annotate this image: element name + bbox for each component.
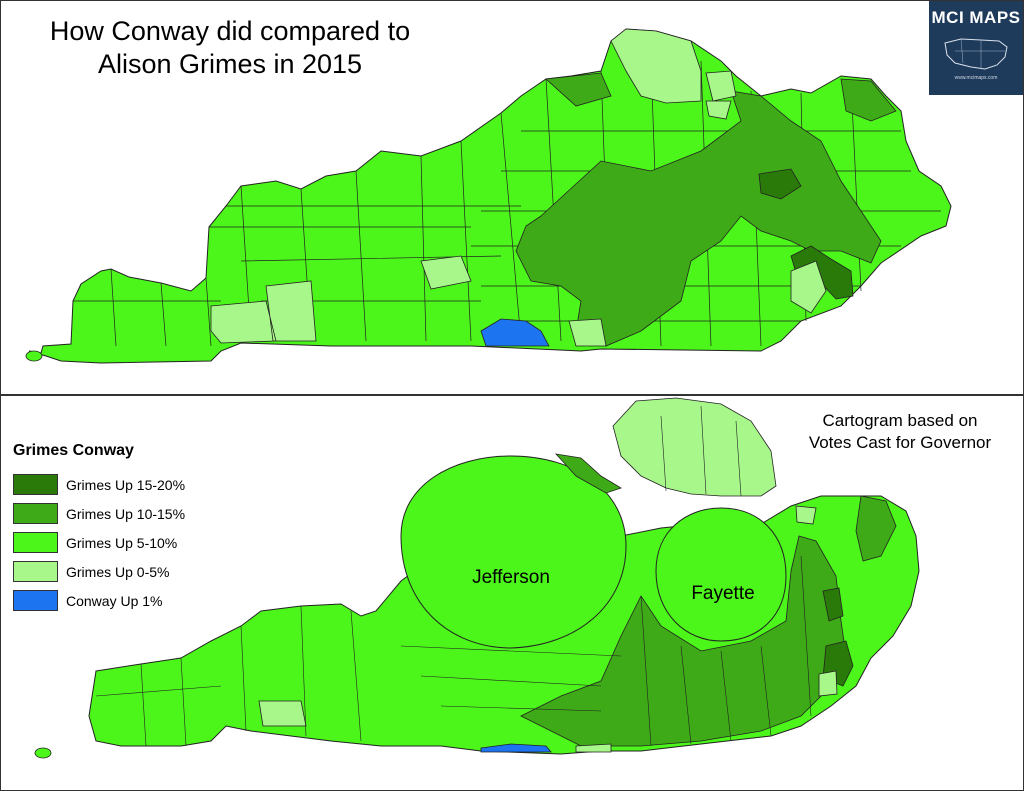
legend-item: Grimes Up 10-15%	[13, 499, 185, 528]
legend-label: Grimes Up 0-5%	[66, 563, 170, 580]
legend-title: Grimes Conway	[13, 442, 134, 459]
geographic-map-panel: How Conway did compared to Alison Grimes …	[0, 0, 1024, 395]
cartogram-note: Cartogram based on Votes Cast for Governo…	[808, 411, 992, 452]
legend-label: Conway Up 1%	[66, 592, 163, 609]
logo-url: www.mcimaps.com	[954, 75, 998, 81]
region-conway-up-1	[480, 318, 550, 347]
jefferson-county-shape	[400, 455, 627, 649]
legend-label: Grimes Up 5-10%	[66, 534, 178, 551]
jefferson-label: Jefferson	[472, 567, 550, 588]
fayette-label: Fayette	[691, 583, 754, 604]
legend-swatch	[13, 561, 58, 582]
region-conway-up-1-cartogram	[480, 743, 552, 753]
region-grimes-up-15-20-cartogram	[822, 587, 854, 687]
mci-maps-logo: MCI MAPS www.mcimaps.com	[929, 1, 1023, 95]
legend-swatch	[13, 532, 58, 553]
fayette-county-shape	[655, 507, 787, 642]
region-grimes-up-0-5	[210, 28, 827, 347]
kentucky-cartogram: Jefferson Fayette	[34, 397, 920, 759]
usa-map-icon	[944, 38, 1008, 70]
region-grimes-up-10-15-cartogram	[520, 453, 897, 747]
legend-item: Conway Up 1%	[13, 586, 185, 615]
legend-swatch	[13, 474, 58, 495]
legend-swatch	[13, 503, 58, 524]
legend: Grimes Conway Grimes Up 15-20% Grimes Up …	[13, 442, 185, 615]
legend-item: Grimes Up 5-10%	[13, 528, 185, 557]
legend-label: Grimes Up 15-20%	[66, 476, 186, 493]
logo-text: MCI MAPS	[931, 8, 1021, 27]
cartogram-panel: Jefferson Fayette Cartogram based on Vote…	[0, 395, 1024, 791]
fulton-exclave	[25, 350, 43, 362]
legend-item: Grimes Up 0-5%	[13, 557, 185, 586]
fulton-exclave-cartogram	[34, 747, 52, 759]
legend-label: Grimes Up 10-15%	[66, 505, 186, 522]
region-grimes-up-0-5-cartogram	[258, 505, 838, 753]
kentucky-county-map	[25, 28, 952, 364]
map-title: How Conway did compared to Alison Grimes …	[49, 16, 411, 79]
cartogram-county-borders	[95, 405, 812, 747]
region-grimes-up-0-5-north	[612, 397, 777, 497]
legend-item: Grimes Up 15-20%	[13, 470, 185, 499]
legend-swatch	[13, 590, 58, 611]
